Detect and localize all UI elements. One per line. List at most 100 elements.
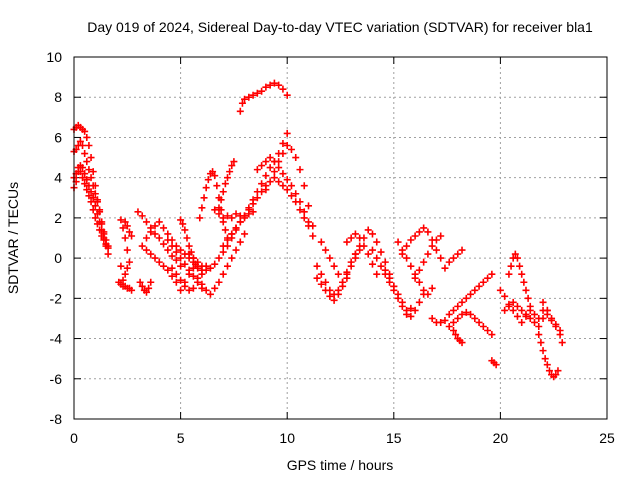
data-point [539,347,547,355]
data-point [330,262,338,270]
data-point [198,270,206,278]
data-point [531,318,539,326]
data-point [91,190,99,198]
data-point [449,327,457,335]
data-point [164,236,172,244]
data-point [83,186,91,194]
data-point [128,232,136,240]
data-point [177,246,185,254]
data-point [373,270,381,278]
data-point [283,141,291,149]
data-point [505,270,513,278]
data-point [507,262,515,270]
data-point [403,306,411,314]
data-point [554,367,562,375]
series-arc-39 [445,308,496,339]
data-point [202,266,210,274]
data-point [270,79,278,87]
data-point [475,318,483,326]
data-point [279,150,287,158]
series-arc-31 [368,246,415,318]
data-point [125,258,133,266]
data-point [452,331,460,339]
data-point [484,274,492,282]
data-point [424,228,432,236]
y-tick-label: -6 [50,371,63,387]
data-point [420,258,428,266]
data-point [266,154,274,162]
data-point [513,254,521,262]
data-point [415,298,423,306]
data-point [74,164,82,172]
data-point [428,242,436,250]
data-point [172,270,180,278]
data-point [181,260,189,268]
series-arc-22 [236,79,291,115]
data-point [283,129,291,137]
data-point [496,286,504,294]
data-point [394,238,402,246]
data-point [206,290,214,298]
data-point [83,158,91,166]
x-tick-label: 10 [279,430,295,446]
data-point [202,286,210,294]
series-arc-33 [394,238,436,298]
data-point [537,339,545,347]
series-arc-05 [117,216,133,284]
data-point [279,170,287,178]
data-point [454,250,462,258]
data-point [221,226,229,234]
data-point [81,180,89,188]
data-point [198,262,206,270]
data-point [93,210,101,218]
data-point [407,262,415,270]
y-tick-label: -2 [50,290,63,306]
data-point [292,154,300,162]
data-point [509,298,517,306]
data-point [164,230,172,238]
data-point [368,260,376,268]
data-point [275,178,283,186]
data-point [185,242,193,250]
data-point [145,284,153,292]
y-tick-label: 2 [54,210,62,226]
y-tick-label: 0 [54,250,62,266]
data-point [398,298,406,306]
data-point [168,242,176,250]
data-point [411,306,419,314]
data-point [185,250,193,258]
data-point [518,270,526,278]
data-point [85,166,93,174]
data-point [428,314,436,322]
data-point [168,264,176,272]
data-point [471,286,479,294]
data-point [317,238,325,246]
series-arc-41 [488,357,500,369]
data-point [351,250,359,258]
data-point [552,371,560,379]
data-point [526,302,534,310]
data-point [177,262,185,270]
data-point [83,176,91,184]
data-point [368,230,376,238]
data-point [96,226,104,234]
series-arc-40 [449,327,466,347]
x-tick-label: 5 [177,430,185,446]
data-point [198,280,206,288]
data-point [194,258,202,266]
data-point [164,266,172,274]
series-arc-21 [228,129,291,238]
data-point [543,361,551,369]
series-arc-09 [138,242,197,294]
data-point [215,204,223,212]
data-point [454,302,462,310]
data-point [215,254,223,262]
data-point [339,282,347,290]
series-arc-45 [535,331,562,381]
data-point [462,308,470,316]
series-arc-35 [411,232,445,282]
data-point [142,218,150,226]
data-point [326,292,334,300]
data-point [545,367,553,375]
data-point [511,250,519,258]
